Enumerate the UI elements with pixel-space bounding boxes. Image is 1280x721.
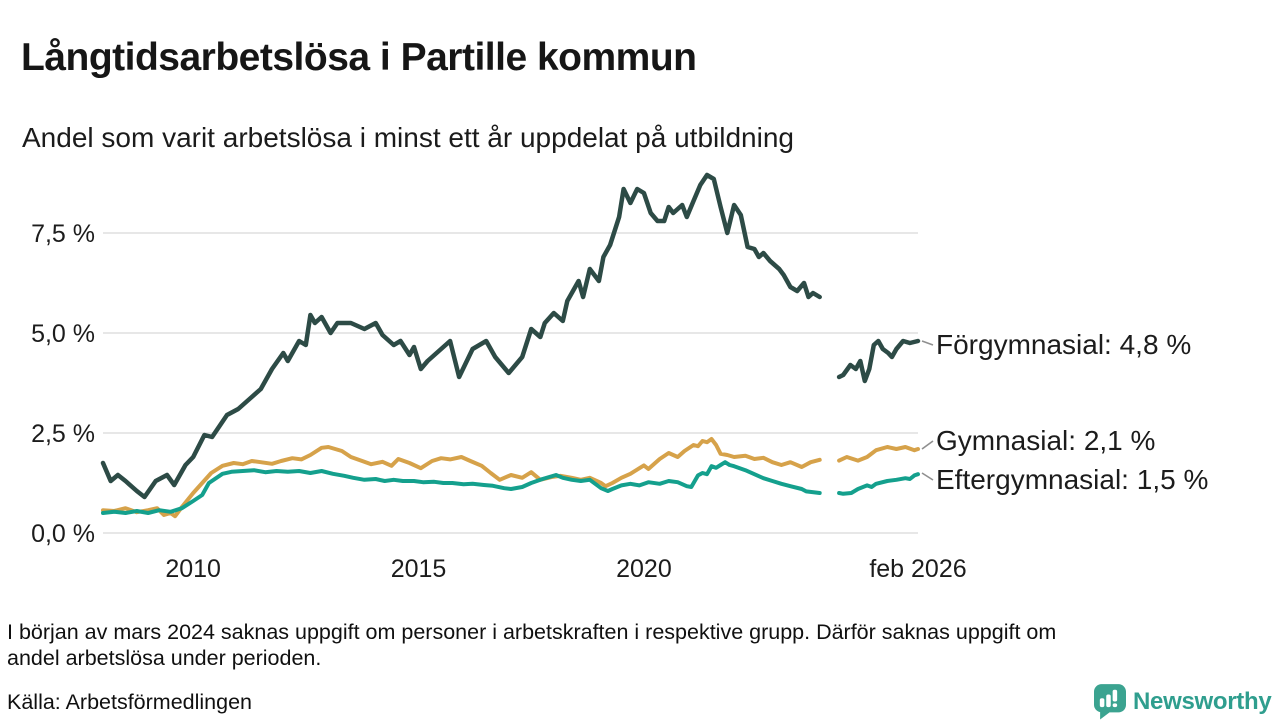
- label-connector: [921, 472, 934, 481]
- y-axis-tick-label: 2,5 %: [31, 420, 95, 448]
- y-axis-tick-label: 5,0 %: [31, 320, 95, 348]
- y-axis-tick-label: 0,0 %: [31, 520, 95, 548]
- footnote: I början av mars 2024 saknas uppgift om …: [7, 619, 1252, 671]
- label-connector: [921, 340, 934, 346]
- page-title: Långtidsarbetslösa i Partille kommun: [21, 36, 697, 80]
- newsworthy-chart-bubble-icon: [1094, 684, 1126, 720]
- page-subtitle: Andel som varit arbetslösa i minst ett å…: [22, 122, 794, 153]
- series-line-förgymnasial: [836, 338, 921, 384]
- source-label: Källa: Arbetsförmedlingen: [7, 690, 253, 714]
- footnote-line-1: I början av mars 2024 saknas uppgift om …: [7, 620, 1057, 644]
- series-end-label-förgymnasial: Förgymnasial: 4,8 %: [936, 329, 1191, 360]
- series-line-förgymnasial: [100, 172, 822, 500]
- footnote-line-2: andel arbetslösa under perioden.: [7, 646, 322, 670]
- series-end-label-eftergymnasial: Eftergymnasial: 1,5 %: [936, 464, 1208, 495]
- x-axis-tick-label: 2020: [616, 555, 672, 583]
- series-line-eftergymnasial: [837, 472, 920, 496]
- series-line-gymnasial: [837, 445, 920, 463]
- chart-svg: 0,0 % 2,5 % 5,0 % 7,5 % 2010 2015 2020 feb 2026…: [31, 172, 1208, 583]
- series-line-gymnasial: [101, 437, 822, 519]
- y-axis-tick-label: 7,5 %: [31, 220, 95, 248]
- series-end-label-gymnasial: Gymnasial: 2,1 %: [936, 425, 1155, 456]
- x-axis-tick-label: 2010: [165, 555, 221, 583]
- newsworthy-logo: Newsworthy: [1094, 683, 1272, 721]
- x-axis-tick-label: 2015: [391, 555, 447, 583]
- newsworthy-wordmark: Newsworthy: [1133, 688, 1272, 715]
- x-axis-tick-label: feb 2026: [869, 555, 966, 583]
- label-connector: [921, 440, 934, 450]
- series-line-eftergymnasial: [101, 460, 822, 515]
